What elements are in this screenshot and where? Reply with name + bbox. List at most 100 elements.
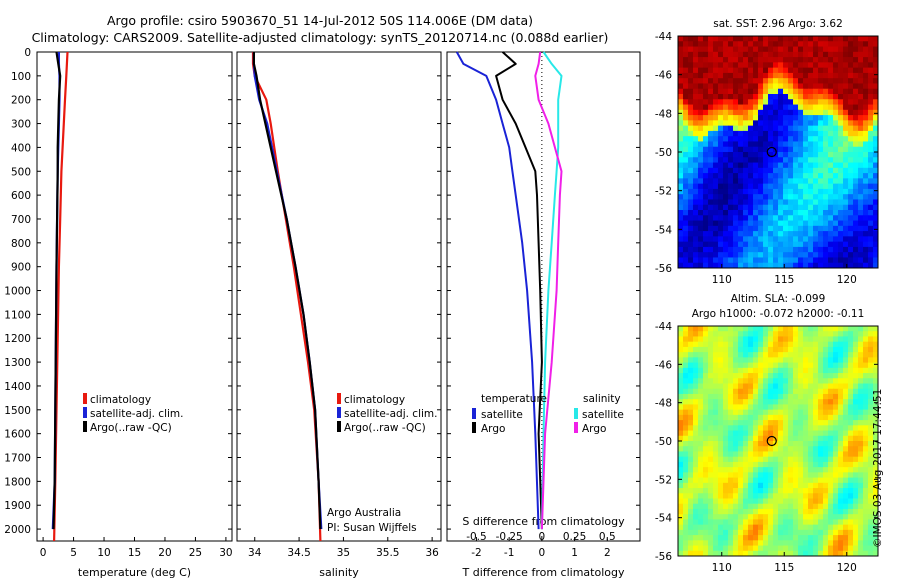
ytick-label: 100 (11, 71, 31, 83)
x-axis-label: T difference from climatology (462, 566, 625, 579)
title-line-2: Climatology: CARS2009. Satellite-adjuste… (31, 30, 609, 45)
xtick-label: -1 (504, 547, 514, 559)
legend-label: Argo (582, 423, 606, 435)
argo-location-marker (766, 146, 777, 158)
legend-label: climatology (344, 394, 405, 406)
legend-swatch (574, 408, 578, 419)
xtick-top-label: 0.25 (563, 531, 586, 543)
ytick-label: -44 (655, 321, 672, 333)
legend-swatch (337, 407, 341, 418)
xtick-label: 110 (712, 274, 732, 286)
xtick-label: -2 (471, 547, 481, 559)
xtick-label: 36 (425, 547, 439, 559)
ytick-label: -50 (655, 436, 672, 448)
xtick-label: 120 (837, 274, 857, 286)
ytick-label: 900 (11, 262, 31, 274)
ytick-label: 1500 (4, 405, 31, 417)
annotation-text: PI: Susan Wijffels (327, 522, 417, 534)
sla-subtitle: Argo h1000: -0.072 h2000: -0.11 (692, 308, 865, 320)
ytick-label: 200 (11, 95, 31, 107)
sla-heatmap (678, 326, 879, 557)
panel-1-frame (236, 51, 442, 542)
ytick-label: -52 (655, 474, 672, 486)
ytick-label: -56 (655, 263, 672, 275)
ytick-label: 1200 (4, 333, 31, 345)
xtick-label: 0 (539, 547, 546, 559)
title-line-1: Argo profile: csiro 5903670_51 14-Jul-20… (107, 13, 533, 28)
xtick-label: 15 (128, 547, 141, 559)
ytick-label: -48 (655, 398, 672, 410)
ytick-label: -50 (655, 147, 672, 159)
xtick-label: 120 (837, 562, 857, 574)
annotation-text: Argo Australia (327, 507, 401, 519)
xtick-label: 35.5 (376, 547, 399, 559)
panel-0-frame (36, 51, 233, 542)
ytick-label: -48 (655, 108, 672, 120)
ytick-label: -44 (655, 31, 672, 43)
xtick-label: 5 (70, 547, 77, 559)
series-line-temperature-satellite (455, 51, 540, 530)
ytick-label: 1000 (4, 286, 31, 298)
xtick-label: 30 (219, 547, 232, 559)
xtick-label: 0 (40, 547, 47, 559)
xtick-label: 10 (97, 547, 110, 559)
sla-title: Altim. SLA: -0.099 (731, 293, 826, 305)
ytick-label: -46 (655, 359, 672, 371)
legend-label: climatology (90, 394, 151, 406)
ytick-label: 1900 (4, 500, 31, 512)
series-line-salinity-argo (534, 51, 563, 530)
ytick-label: 1600 (4, 429, 31, 441)
ytick-label: 600 (11, 190, 31, 202)
legend-label: satellite-adj. clim. (344, 408, 437, 420)
x-axis-label: temperature (deg C) (78, 566, 191, 579)
xtick-label: 34 (248, 547, 262, 559)
ytick-label: 1800 (4, 476, 31, 488)
credit-text: ©IMOS 03-Aug-2017 17:44:51 (872, 388, 884, 548)
ytick-label: -54 (655, 224, 672, 236)
xtick-label: 115 (774, 274, 794, 286)
xtick-label: 35 (337, 547, 350, 559)
ytick-label: -52 (655, 186, 672, 198)
legend-label: Argo(..raw -QC) (90, 422, 172, 434)
legend-label: Argo(..raw -QC) (344, 422, 426, 434)
argo-location-marker (766, 435, 777, 447)
legend-swatch (337, 393, 341, 404)
xtick-top-label: 0 (539, 531, 546, 543)
xtick-label: 2 (604, 547, 611, 559)
xtick-label: 20 (158, 547, 171, 559)
ytick-label: 300 (11, 119, 31, 131)
sst-title: sat. SST: 2.96 Argo: 3.62 (713, 18, 843, 30)
legend-swatch (472, 422, 476, 433)
xtick-label: 110 (712, 562, 732, 574)
series-line-argo---raw--qc- (252, 52, 322, 530)
ytick-label: 400 (11, 142, 31, 154)
legend-swatch (337, 421, 341, 432)
sst-heatmap (678, 36, 879, 269)
xtick-top-label: -0.25 (496, 531, 523, 543)
xtick-label: 25 (189, 547, 202, 559)
ytick-label: 1100 (4, 309, 31, 321)
ytick-label: 700 (11, 214, 31, 226)
ytick-label: 500 (11, 166, 31, 178)
series-line-salinity-satellite (540, 51, 563, 530)
xtick-label: 34.5 (287, 547, 310, 559)
ytick-label: -46 (655, 70, 672, 82)
x-axis-label: salinity (319, 566, 359, 579)
legend-label: satellite (582, 409, 624, 421)
series-line-argo---raw--qc- (52, 51, 62, 530)
xtick-label: 1 (571, 547, 578, 559)
ytick-label: 1400 (4, 381, 31, 393)
legend-swatch (83, 393, 87, 404)
legend-label: satellite (481, 409, 523, 421)
legend-swatch (574, 422, 578, 433)
legend-label: satellite-adj. clim. (90, 408, 183, 420)
ytick-label: 800 (11, 238, 31, 250)
legend-swatch (472, 408, 476, 419)
legend-title: temperature (481, 393, 547, 405)
ytick-label: 1700 (4, 453, 31, 465)
xtick-top-label: 0.5 (599, 531, 616, 543)
legend-swatch (83, 407, 87, 418)
x-axis-top-label: S difference from climatology (462, 515, 625, 528)
xtick-top-label: -0.5 (466, 531, 487, 543)
